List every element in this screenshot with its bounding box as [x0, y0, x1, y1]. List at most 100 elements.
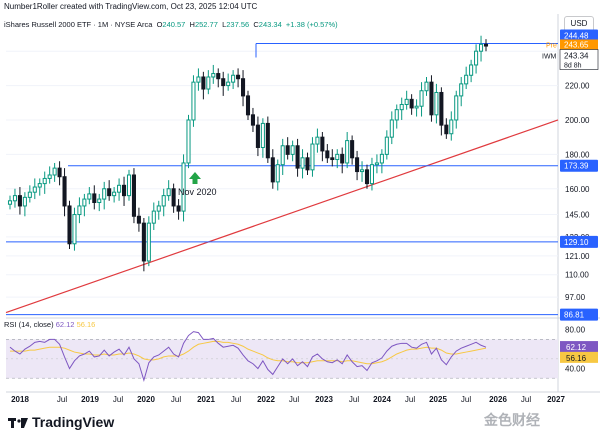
pre-tag-bg	[560, 39, 598, 51]
candle-up	[260, 122, 265, 148]
candle-up	[434, 91, 439, 116]
time-tick-label: Jul	[405, 395, 415, 404]
level-mid-tag	[560, 235, 598, 248]
candle-up	[290, 145, 295, 155]
time-tick-label: 2023	[315, 395, 333, 404]
candle-down	[241, 78, 246, 97]
candle-up	[117, 184, 122, 193]
last-price: 243.34	[564, 51, 589, 60]
high-label: H	[189, 20, 195, 29]
candle-up	[360, 169, 365, 173]
candles	[7, 35, 489, 272]
time-tick-label: Jul	[461, 395, 471, 404]
close-value: 243.34	[258, 20, 282, 29]
candle-up	[345, 140, 350, 164]
candle-up	[126, 174, 132, 197]
candle-up	[151, 210, 156, 224]
time-tick-label: Jul	[57, 395, 67, 404]
candle-up	[196, 76, 201, 83]
candle-down	[305, 157, 310, 171]
rsi-ma-line	[10, 340, 487, 365]
level-top-tag	[560, 159, 598, 172]
pre-tag-text: Pre	[546, 42, 557, 49]
level-mid-label: 129.10	[564, 238, 589, 247]
change-value: +1.38 (+0.57%)	[285, 20, 338, 29]
rsi-ma-tag	[560, 351, 598, 363]
time-tick-label: 2022	[257, 395, 275, 404]
candle-up	[211, 73, 216, 78]
time-axis: 2018 Jul 2019 Jul 2020 Jul 2021 Jul 2022 Jul 2023 J…	[11, 395, 565, 404]
candle-down	[67, 205, 72, 245]
candle-up	[22, 196, 27, 207]
candle-down	[265, 122, 270, 159]
live-tag	[560, 29, 598, 42]
annotation-label: Nov 2020	[178, 187, 217, 197]
candle-up	[27, 191, 32, 198]
candle-down	[245, 95, 251, 116]
time-tick-label: 2021	[197, 395, 215, 404]
price-tick-label: 97.00	[565, 293, 586, 302]
candle-down	[270, 157, 275, 183]
price-tick-label: 121.00	[565, 252, 590, 261]
candle-down	[444, 124, 449, 135]
candle-up	[161, 195, 166, 207]
candle-down	[131, 174, 136, 217]
candle-up	[374, 162, 379, 166]
candle-down	[295, 145, 300, 169]
horizontal-levels	[6, 42, 558, 316]
rsi-ma-tag-label: 56.16	[566, 354, 587, 363]
time-tick-label: Jul	[289, 395, 299, 404]
candle-up	[449, 119, 454, 135]
candle-up	[379, 153, 384, 164]
time-tick-label: 2025	[429, 395, 447, 404]
level-low-label: 86.81	[564, 311, 585, 320]
symbol-title: iShares Russell 2000 ETF · 1M · NYSE Arc…	[4, 20, 153, 29]
pre-price: 243.65	[564, 40, 589, 49]
candle-down	[136, 215, 141, 224]
rsi-tag	[560, 341, 598, 353]
brand-text: TradingView	[32, 414, 115, 430]
candle-down	[439, 91, 444, 126]
watermark: 金色财经	[484, 412, 540, 428]
time-tick-label: 2020	[137, 395, 155, 404]
tradingview-logo-icon	[8, 418, 28, 429]
level-low-tag	[560, 308, 598, 321]
candle-up	[275, 164, 280, 183]
candle-up	[77, 205, 82, 216]
rsi-label: RSI (14, close)	[4, 320, 54, 329]
time-tick-label: 2018	[11, 395, 29, 404]
candle-up	[191, 81, 196, 121]
candle-up	[42, 177, 47, 185]
level-top-label: 173.39	[564, 162, 589, 171]
open-value: 240.57	[162, 20, 186, 29]
candle-up	[419, 90, 424, 107]
price-tick-label: 220.00	[565, 82, 590, 91]
candle-up	[231, 74, 236, 83]
tradingview-brand[interactable]: TradingView	[8, 414, 114, 430]
candle-up	[97, 198, 102, 204]
candle-down	[236, 74, 241, 80]
candle-down	[330, 157, 335, 161]
low-label: L	[222, 20, 227, 29]
time-tick-label: Jul	[521, 395, 531, 404]
candle-down	[122, 184, 127, 197]
candle-up	[226, 81, 231, 87]
candle-up	[474, 50, 479, 66]
ticker-label: IWM	[542, 53, 557, 60]
open-label: O	[156, 20, 163, 29]
candle-down	[17, 195, 22, 207]
candle-up	[464, 74, 469, 85]
nov-2020-annotation: Nov 2020	[178, 172, 217, 197]
time-tick-label: 2019	[81, 395, 99, 404]
candle-up	[112, 191, 117, 197]
candle-down	[201, 76, 206, 90]
price-tick-label: 200.00	[565, 116, 590, 125]
candle-down	[340, 153, 345, 164]
time-tick-label: 2024	[373, 395, 391, 404]
candle-down	[355, 157, 360, 173]
time-tick-label: 2027	[547, 395, 565, 404]
candle-down	[57, 167, 62, 178]
candle-down	[141, 222, 146, 262]
candle-up	[469, 64, 474, 76]
